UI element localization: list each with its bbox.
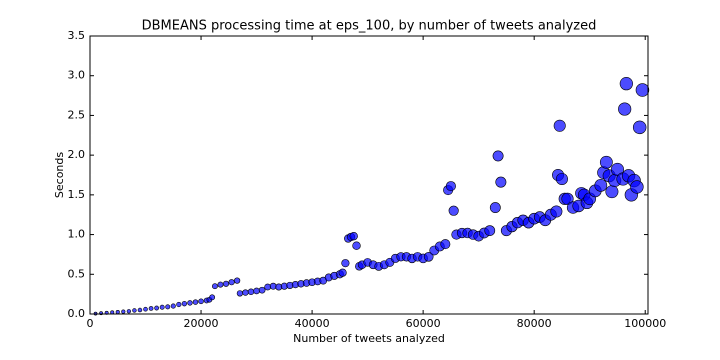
point [338, 268, 347, 277]
point [132, 308, 137, 313]
x-tick-label: 80000 [517, 317, 552, 330]
y-tick-label: 2.0 [68, 148, 86, 161]
point [187, 300, 193, 306]
point [618, 102, 632, 116]
point [181, 301, 188, 307]
point [619, 77, 633, 91]
point [223, 280, 230, 287]
point [165, 304, 171, 310]
x-tick-label: 60000 [406, 317, 441, 330]
point [121, 309, 126, 314]
point [247, 288, 255, 296]
point [115, 309, 120, 315]
point [217, 281, 224, 288]
point [448, 205, 459, 216]
point [143, 306, 148, 312]
point [495, 176, 507, 188]
x-tick-label: 100000 [624, 317, 666, 330]
point [492, 150, 504, 162]
point [484, 225, 496, 236]
y-tick-label: 3.5 [68, 29, 86, 42]
point [242, 289, 249, 296]
point [236, 290, 244, 297]
y-tick-label: 0.0 [68, 307, 86, 320]
x-tick-label: 40000 [295, 317, 330, 330]
x-tick-label: 20000 [184, 317, 219, 330]
point [349, 231, 358, 241]
point [154, 305, 160, 311]
point [228, 279, 235, 286]
point [440, 239, 451, 250]
point [198, 298, 204, 305]
point [550, 205, 563, 218]
point [341, 259, 350, 268]
point [126, 309, 132, 314]
point [212, 283, 218, 290]
point [445, 181, 456, 192]
point [137, 307, 143, 313]
y-tick-label: 0.5 [68, 267, 86, 280]
y-tick-label: 1.0 [68, 228, 86, 241]
point [352, 241, 361, 250]
point [159, 304, 165, 310]
point [630, 180, 644, 194]
point [258, 286, 266, 294]
y-tick-label: 1.5 [68, 188, 86, 201]
point [599, 155, 613, 169]
point [635, 83, 650, 97]
point [209, 294, 216, 301]
point [176, 301, 182, 308]
x-tick-label: 0 [87, 317, 94, 330]
y-tick-label: 3.0 [68, 69, 86, 82]
y-tick-label: 2.5 [68, 108, 86, 121]
point [561, 192, 574, 205]
point [594, 178, 608, 192]
point [605, 185, 619, 199]
point [148, 306, 154, 311]
plot-frame [89, 35, 649, 315]
point [264, 283, 272, 291]
point [489, 202, 501, 213]
point [632, 120, 647, 135]
point [234, 277, 241, 284]
x-axis-label: Number of tweets analyzed [293, 332, 445, 345]
point [253, 287, 260, 295]
point [192, 299, 199, 305]
y-axis-label: Seconds [53, 152, 66, 198]
chart-title: DBMEANS processing time at eps_100, by n… [142, 19, 597, 34]
point [553, 119, 566, 132]
point [423, 251, 434, 262]
point [555, 172, 568, 186]
point [170, 303, 176, 309]
